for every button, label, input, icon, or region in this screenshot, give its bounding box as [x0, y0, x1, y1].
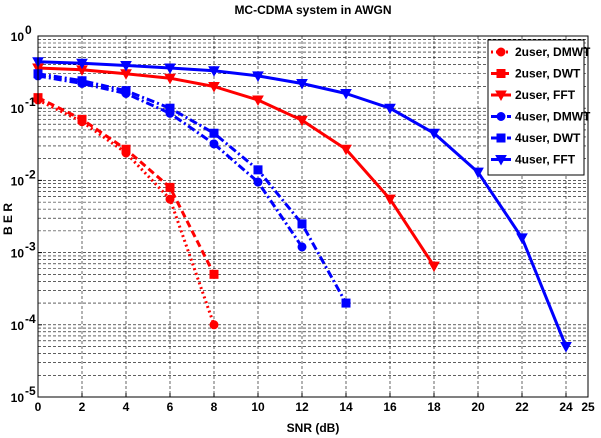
data-point — [164, 73, 176, 85]
plot-frame — [37, 35, 589, 398]
legend-marker — [495, 90, 507, 102]
y-tick-exponent: -1 — [25, 95, 36, 109]
data-point — [209, 139, 219, 149]
legend-marker — [496, 112, 506, 121]
data-point — [297, 219, 307, 229]
data-point — [472, 167, 484, 179]
x-tick-label: 2 — [79, 400, 86, 414]
y-tick-label: 10 — [11, 247, 25, 261]
data-point — [165, 194, 175, 204]
data-point — [516, 233, 528, 244]
legend-marker — [496, 133, 506, 143]
y-tick-exponent: -5 — [25, 384, 36, 398]
data-point — [340, 88, 352, 100]
series-line — [37, 98, 216, 326]
data-point — [165, 103, 175, 113]
data-point — [77, 114, 87, 124]
data-point — [164, 63, 176, 75]
data-point — [560, 342, 572, 353]
x-tick-label: 14 — [339, 400, 353, 414]
x-tick-label: 10 — [251, 400, 265, 414]
x-axis-label: SNR (dB) — [287, 421, 340, 435]
data-point — [120, 61, 132, 72]
legend-box — [487, 39, 585, 176]
data-point — [384, 103, 396, 115]
data-point — [341, 298, 351, 308]
data-point — [209, 320, 219, 330]
data-point — [428, 261, 440, 273]
data-point — [76, 58, 88, 70]
y-tick-label: 10 — [11, 174, 25, 188]
y-axis-label: B E R — [1, 203, 15, 235]
data-point — [340, 144, 352, 156]
x-tick-label: 6 — [167, 400, 174, 414]
data-point — [165, 182, 175, 192]
data-point — [209, 269, 219, 279]
x-tick-label: 22 — [515, 400, 529, 414]
y-tick-exponent: 0 — [25, 23, 32, 37]
data-point — [77, 76, 87, 86]
legend-label: 4user, DMWT — [515, 110, 591, 124]
series-2user-fft — [32, 63, 440, 273]
data-point — [209, 128, 219, 138]
chart-title: MC-CDMA system in AWGN — [234, 3, 391, 17]
x-axis-ticks: 0 2 4 6 8 10 12 14 16 18 20 22 24 25 — [35, 393, 595, 414]
data-point — [253, 165, 263, 175]
legend-label: 4user, DWT — [515, 131, 581, 145]
series-layer — [32, 57, 572, 353]
x-tick-label: 25 — [581, 400, 595, 414]
x-tick-label: 24 — [559, 400, 573, 414]
y-tick-label: 10 — [11, 391, 25, 405]
y-tick-label: 10 — [11, 30, 25, 44]
legend-label: 2user, DWT — [515, 67, 581, 81]
y-tick-label: 10 — [11, 319, 25, 333]
x-tick-label: 20 — [471, 400, 485, 414]
data-point — [428, 128, 440, 140]
data-point — [296, 115, 308, 127]
data-point — [208, 66, 220, 77]
x-tick-label: 12 — [295, 400, 309, 414]
series-4user-fft — [32, 57, 572, 353]
x-tick-label: 0 — [35, 400, 42, 414]
x-tick-label: 8 — [211, 400, 218, 414]
data-point — [297, 242, 307, 252]
data-point — [208, 81, 220, 93]
legend-marker — [495, 155, 507, 166]
data-point — [253, 177, 263, 187]
data-point — [252, 71, 264, 82]
x-tick-label: 4 — [123, 400, 130, 414]
legend-label: 2user, DMWT — [515, 45, 591, 59]
data-point — [121, 144, 131, 154]
legend-label: 2user, FFT — [515, 88, 576, 102]
legend-marker — [496, 47, 506, 57]
y-tick-exponent: -4 — [25, 312, 36, 326]
legend-marker — [496, 69, 506, 78]
data-point — [296, 78, 308, 90]
data-point — [384, 194, 396, 206]
data-point — [252, 95, 264, 107]
x-tick-label: 16 — [383, 400, 397, 414]
grid — [38, 36, 588, 398]
legend: 2user, DMWT 2user, DWT 2user, FFT 4user, DM… — [487, 39, 591, 176]
y-tick-exponent: -3 — [25, 240, 36, 254]
y-tick-exponent: -2 — [25, 167, 36, 181]
legend-label: 4user, FFT — [515, 153, 576, 167]
series-line — [37, 72, 348, 304]
series-line — [37, 66, 436, 267]
data-point — [121, 86, 131, 96]
y-tick-label: 10 — [11, 102, 25, 116]
x-tick-label: 18 — [427, 400, 441, 414]
